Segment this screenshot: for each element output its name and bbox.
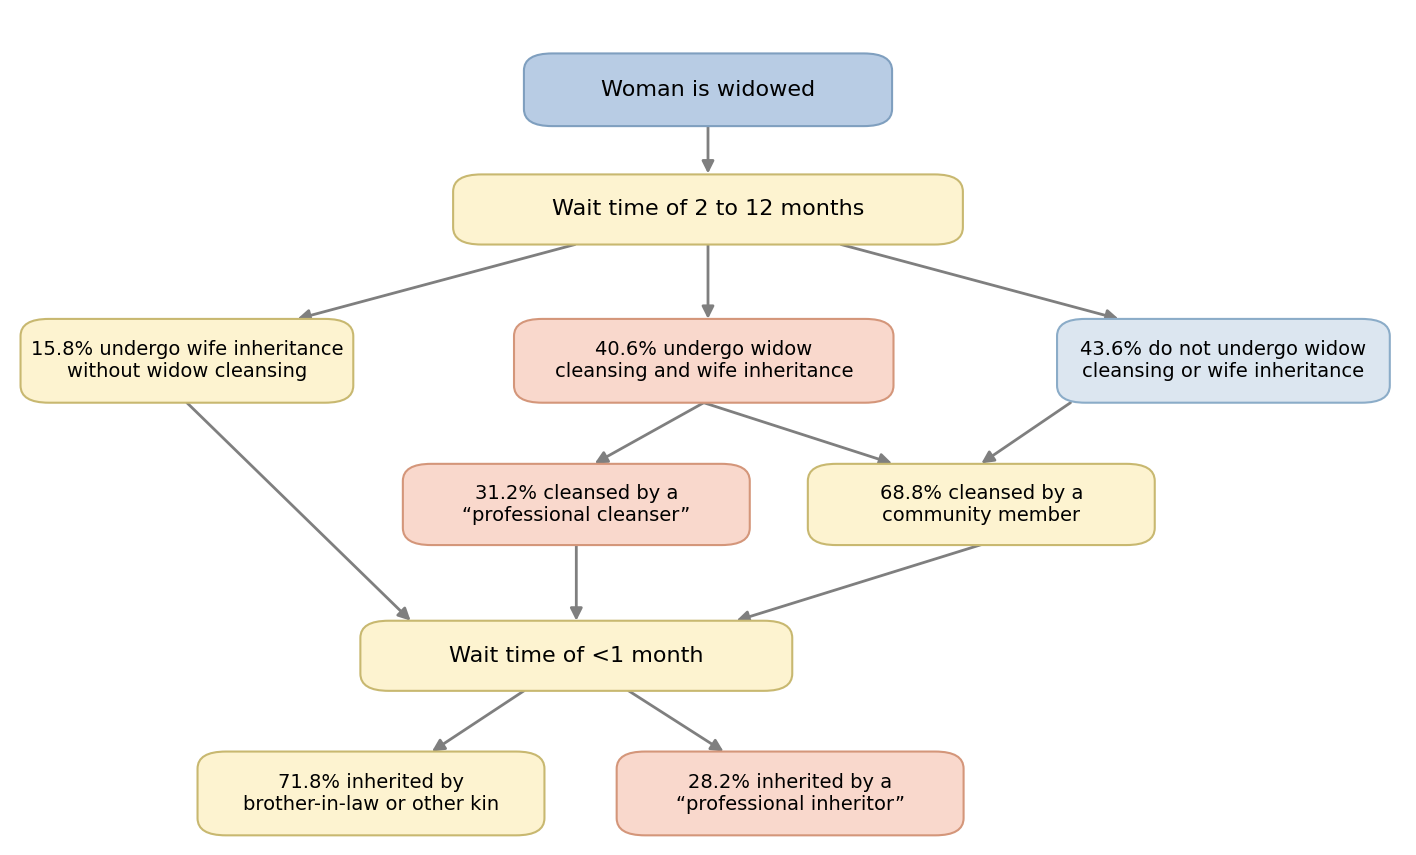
Text: 15.8% undergo wife inheritance
without widow cleansing: 15.8% undergo wife inheritance without w… [31, 340, 343, 381]
Text: Woman is widowed: Woman is widowed [600, 80, 816, 100]
FancyBboxPatch shape [1056, 319, 1389, 403]
FancyBboxPatch shape [198, 752, 544, 835]
FancyBboxPatch shape [402, 463, 750, 545]
Text: 28.2% inherited by a
“professional inheritor”: 28.2% inherited by a “professional inher… [675, 773, 905, 814]
Text: 71.8% inherited by
brother-in-law or other kin: 71.8% inherited by brother-in-law or oth… [244, 773, 498, 814]
FancyBboxPatch shape [617, 752, 964, 835]
FancyBboxPatch shape [453, 174, 963, 245]
Text: 68.8% cleansed by a
community member: 68.8% cleansed by a community member [879, 484, 1083, 525]
Text: 31.2% cleansed by a
“professional cleanser”: 31.2% cleansed by a “professional cleans… [462, 484, 691, 525]
FancyBboxPatch shape [514, 319, 893, 403]
Text: Wait time of 2 to 12 months: Wait time of 2 to 12 months [552, 199, 864, 220]
Text: 40.6% undergo widow
cleansing and wife inheritance: 40.6% undergo widow cleansing and wife i… [555, 340, 852, 381]
FancyBboxPatch shape [807, 463, 1155, 545]
FancyBboxPatch shape [524, 53, 892, 126]
FancyBboxPatch shape [360, 621, 792, 691]
Text: Wait time of <1 month: Wait time of <1 month [449, 646, 704, 666]
Text: 43.6% do not undergo widow
cleansing or wife inheritance: 43.6% do not undergo widow cleansing or … [1080, 340, 1366, 381]
FancyBboxPatch shape [21, 319, 353, 403]
